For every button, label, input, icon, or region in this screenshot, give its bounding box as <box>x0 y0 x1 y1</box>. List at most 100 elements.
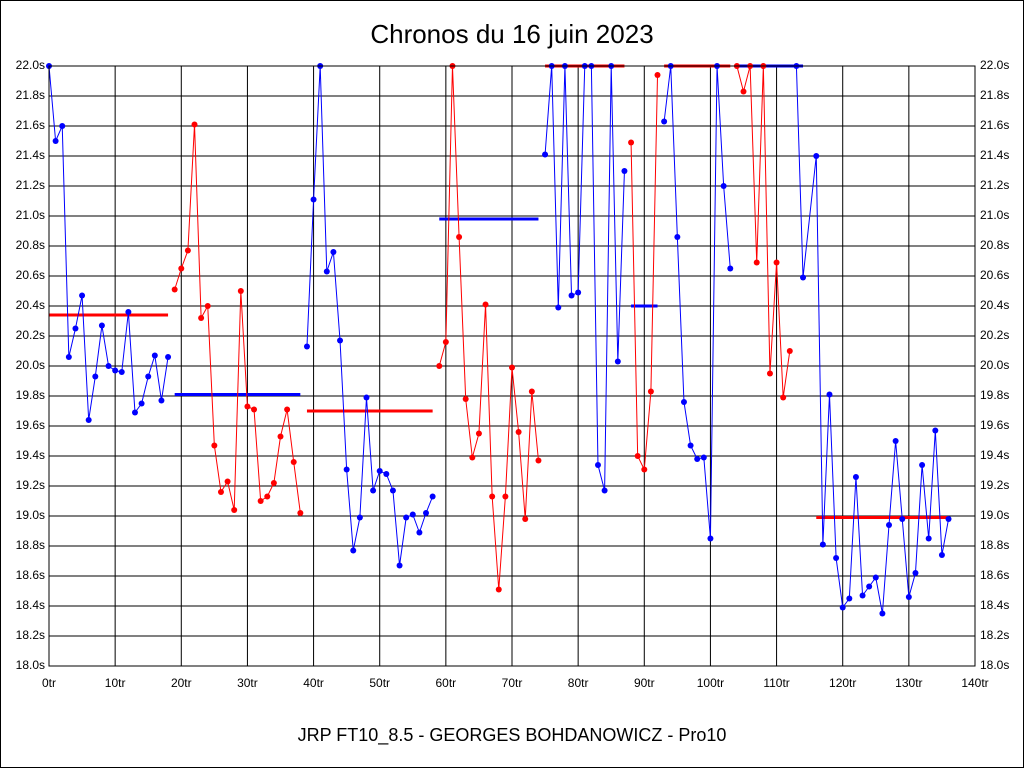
point <box>938 552 945 558</box>
point <box>819 541 826 548</box>
y2-tick-label: 21.6s <box>980 118 1009 132</box>
x-tick-label: 30tr <box>237 676 258 690</box>
point <box>138 400 145 407</box>
point <box>165 354 172 360</box>
point <box>257 498 264 504</box>
point <box>277 433 284 440</box>
point <box>370 487 377 494</box>
y-tick-label: 20.2s <box>16 328 45 342</box>
point <box>568 292 575 299</box>
point <box>720 183 727 189</box>
point <box>528 388 535 395</box>
point <box>442 339 449 345</box>
point <box>879 610 886 617</box>
y2-tick-label: 22.0s <box>980 58 1009 72</box>
x-tick-label: 90tr <box>634 676 655 690</box>
point <box>52 138 59 144</box>
y-tick-label: 19.4s <box>16 448 45 462</box>
point <box>859 592 866 599</box>
series-line <box>174 124 301 514</box>
point <box>409 511 416 518</box>
point <box>290 459 297 465</box>
y2-tick-label: 21.0s <box>980 208 1009 222</box>
point <box>628 139 635 146</box>
point <box>131 409 138 416</box>
point <box>270 480 277 486</box>
chart-title: Chronos du 16 juin 2023 <box>370 19 653 49</box>
point <box>813 153 820 159</box>
point <box>555 304 562 311</box>
point <box>469 454 476 461</box>
point <box>542 151 549 158</box>
point <box>634 453 641 459</box>
point <box>800 274 807 281</box>
point <box>680 399 687 405</box>
y-tick-label: 21.4s <box>16 148 45 162</box>
point <box>575 289 582 296</box>
point <box>72 325 79 332</box>
point <box>852 474 859 480</box>
y-tick-label: 19.6s <box>16 418 45 432</box>
y2-tick-label: 21.8s <box>980 88 1009 102</box>
y-tick-label: 22.0s <box>16 58 45 72</box>
point <box>429 493 436 500</box>
point <box>872 574 879 581</box>
point <box>264 493 271 500</box>
y2-tick-label: 20.8s <box>980 238 1009 252</box>
y-tick-label: 20.8s <box>16 238 45 252</box>
point <box>912 570 919 576</box>
point <box>886 522 893 528</box>
x-tick-label: 0tr <box>42 676 56 690</box>
point <box>482 301 489 308</box>
point <box>191 121 198 128</box>
y2-tick-label: 19.4s <box>980 448 1009 462</box>
point <box>601 487 608 494</box>
point <box>98 322 105 329</box>
point <box>594 462 601 468</box>
point <box>515 429 522 435</box>
x-tick-label: 130tr <box>895 676 922 690</box>
point <box>621 168 628 174</box>
x-tick-label: 100tr <box>697 676 724 690</box>
point <box>105 363 112 369</box>
point <box>389 487 396 494</box>
point <box>343 466 350 473</box>
x-tick-label: 110tr <box>763 676 789 690</box>
point <box>866 583 873 590</box>
y-tick-label: 19.8s <box>16 388 45 402</box>
x-tick-label: 10tr <box>105 676 126 690</box>
point <box>383 471 390 477</box>
point <box>416 529 423 536</box>
y-tick-label: 18.4s <box>16 598 45 612</box>
point <box>727 265 734 272</box>
plot-border <box>48 65 976 667</box>
point <box>766 370 773 377</box>
point <box>85 417 92 423</box>
point <box>846 595 853 602</box>
point <box>151 352 158 359</box>
point <box>251 406 258 413</box>
point <box>145 373 152 380</box>
y-tick-label: 21.0s <box>16 208 45 222</box>
point <box>211 442 218 449</box>
point <box>118 369 125 375</box>
point <box>700 454 707 461</box>
point <box>687 442 694 449</box>
x-tick-label: 120tr <box>829 676 856 690</box>
point <box>925 535 932 542</box>
point <box>502 493 509 500</box>
point <box>905 594 912 600</box>
point <box>661 118 668 125</box>
y2-tick-label: 21.4s <box>980 148 1009 162</box>
y2-tick-label: 19.8s <box>980 388 1009 402</box>
y2-tick-label: 18.4s <box>980 598 1009 612</box>
x-tick-label: 40tr <box>303 676 324 690</box>
y-tick-label: 19.0s <box>16 508 45 522</box>
point <box>171 286 178 293</box>
y2-tick-label: 18.6s <box>980 568 1009 582</box>
y2-tick-label: 18.0s <box>980 658 1009 672</box>
y2-tick-label: 18.2s <box>980 628 1009 642</box>
point <box>65 354 72 360</box>
point <box>178 265 185 272</box>
x-tick-label: 140tr <box>961 676 988 690</box>
